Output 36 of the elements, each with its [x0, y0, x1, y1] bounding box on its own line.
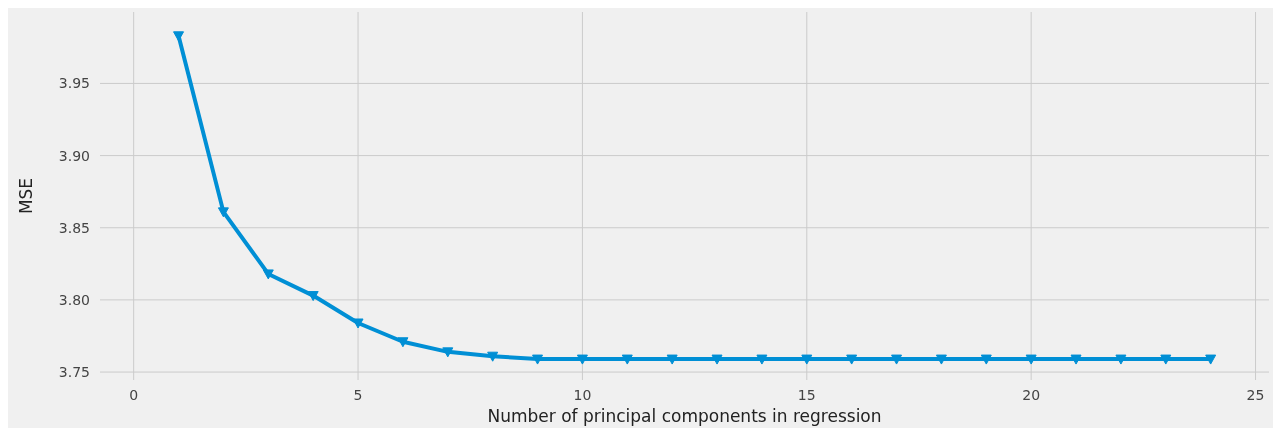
- point: [666, 354, 678, 365]
- x-tick-label: 15: [797, 387, 816, 403]
- x-axis-title: Number of principal components in regression: [487, 406, 882, 426]
- y-tick-label: 3.75: [58, 364, 90, 381]
- point: [307, 291, 319, 302]
- y-tick-label: 3.80: [58, 291, 90, 308]
- point: [621, 354, 633, 365]
- point: [397, 337, 409, 348]
- y-tick-label: 3.85: [58, 219, 90, 236]
- point: [487, 351, 499, 362]
- point: [801, 354, 813, 365]
- point: [935, 354, 947, 365]
- point: [442, 347, 454, 358]
- point: [756, 354, 768, 365]
- y-axis-title: MSE: [16, 177, 36, 215]
- x-tick-label: 10: [573, 387, 592, 403]
- point: [262, 269, 274, 280]
- y-tick-label: 3.95: [58, 75, 90, 92]
- x-tick-label: 5: [353, 387, 363, 403]
- point: [1025, 354, 1037, 365]
- point: [711, 354, 723, 365]
- point: [1205, 354, 1217, 365]
- point: [173, 31, 185, 42]
- point: [217, 207, 229, 218]
- x-tick-label: 20: [1022, 387, 1041, 403]
- x-tick-label: 0: [129, 387, 139, 403]
- y-tick-label: 3.90: [58, 147, 90, 164]
- point: [980, 354, 992, 365]
- point: [576, 354, 588, 365]
- point: [891, 354, 903, 365]
- point: [1070, 354, 1082, 365]
- point: [846, 354, 858, 365]
- point: [532, 354, 544, 365]
- point: [1160, 354, 1172, 365]
- x-tick-label: 25: [1246, 387, 1265, 403]
- point: [1115, 354, 1127, 365]
